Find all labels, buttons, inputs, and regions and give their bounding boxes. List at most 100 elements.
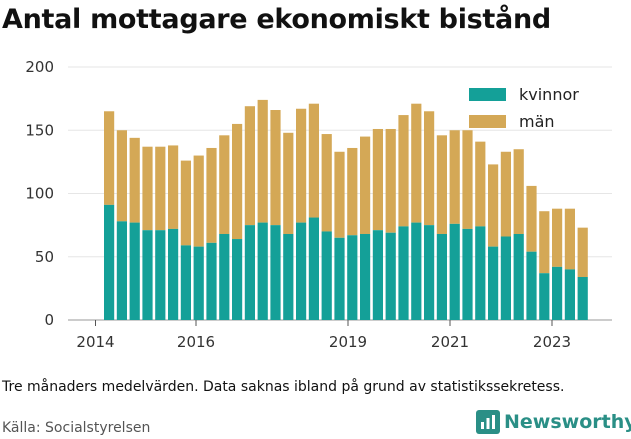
bar-man	[385, 128, 396, 233]
bar-man	[193, 155, 204, 247]
x-tick-label: 2016	[177, 333, 215, 350]
bar-kvinnor	[347, 235, 358, 320]
x-tick-label: 2019	[329, 333, 367, 350]
y-tick-label: 200	[25, 58, 54, 76]
source-label: Källa: Socialstyrelsen	[2, 420, 151, 436]
bar-kvinnor	[564, 269, 575, 320]
bar-kvinnor	[244, 225, 255, 320]
bar-man	[116, 130, 127, 222]
bar-man	[296, 108, 307, 223]
bar-man	[155, 146, 166, 231]
bar-kvinnor	[155, 230, 166, 320]
bar-man	[398, 115, 409, 227]
bar-man	[219, 135, 230, 234]
bar-kvinnor	[180, 245, 191, 320]
bar-kvinnor	[219, 233, 230, 320]
legend-label: kvinnor	[519, 85, 579, 104]
bar-man	[449, 130, 460, 224]
bar-kvinnor	[321, 231, 332, 320]
bar-kvinnor	[449, 223, 460, 320]
bar-man	[321, 134, 332, 232]
bar-man	[564, 208, 575, 270]
bar-man	[308, 103, 319, 218]
bar-kvinnor	[488, 246, 499, 320]
bar-kvinnor	[372, 230, 383, 320]
bar-kvinnor	[539, 273, 550, 320]
chart-note: Tre månaders medelvärden. Data saknas ib…	[2, 379, 565, 395]
bars	[104, 99, 588, 320]
bar-man	[436, 135, 447, 234]
bar-kvinnor	[398, 226, 409, 320]
bar-kvinnor	[513, 233, 524, 320]
bar-man	[372, 128, 383, 231]
bar-kvinnor	[168, 228, 179, 320]
bar-man	[129, 137, 140, 223]
bar-kvinnor	[411, 222, 422, 320]
bar-kvinnor	[360, 233, 371, 320]
y-tick-label: 0	[44, 311, 54, 329]
chart-title: Antal mottagare ekonomiskt bistånd	[2, 4, 551, 35]
bar-man	[488, 164, 499, 247]
bar-man	[360, 136, 371, 234]
bar-man	[500, 151, 511, 237]
legend: kvinnor män	[469, 85, 579, 131]
bar-man	[424, 111, 435, 226]
bar-kvinnor	[475, 226, 486, 320]
y-tick-label: 50	[35, 248, 54, 266]
x-axis: 2014 2016 2019 2021 2023	[76, 320, 571, 350]
bar-kvinnor	[104, 204, 115, 320]
bar-man	[180, 160, 191, 246]
bar-man	[552, 208, 563, 267]
legend-label: män	[519, 112, 555, 131]
bar-kvinnor	[334, 237, 345, 320]
bar-kvinnor	[526, 251, 537, 320]
bar-kvinnor	[232, 239, 243, 320]
bar-kvinnor	[385, 232, 396, 320]
chart-svg: 0 50 100 150 200 2014 2016 2019 2021 2023 kvinno…	[25, 58, 612, 350]
bar-man	[539, 211, 550, 274]
x-tick-label: 2021	[431, 333, 469, 350]
brand-name: Newsworthy	[504, 411, 631, 433]
y-tick-label: 150	[25, 121, 54, 139]
bar-kvinnor	[257, 222, 268, 320]
bar-man	[168, 145, 179, 229]
y-axis: 0 50 100 150 200	[25, 58, 54, 329]
bar-kvinnor	[283, 233, 294, 320]
bar-man	[347, 147, 358, 236]
bar-kvinnor	[462, 228, 473, 320]
bar-kvinnor	[116, 221, 127, 320]
bar-man	[283, 132, 294, 234]
bar-kvinnor	[577, 276, 588, 320]
x-tick-label: 2014	[76, 333, 114, 350]
bar-man	[206, 147, 217, 243]
bar-man	[411, 103, 422, 223]
bar-man	[232, 123, 243, 240]
legend-swatch	[469, 115, 506, 128]
bar-man	[270, 110, 281, 226]
legend-swatch	[469, 88, 506, 101]
bar-man	[462, 130, 473, 229]
bar-kvinnor	[129, 222, 140, 320]
bar-man	[244, 106, 255, 226]
bar-chart-icon	[476, 410, 500, 434]
bar-kvinnor	[424, 225, 435, 320]
bar-man	[526, 185, 537, 252]
brand-logo[interactable]: Newsworthy	[476, 410, 631, 434]
bar-kvinnor	[500, 236, 511, 320]
bar-kvinnor	[206, 242, 217, 320]
bar-man	[257, 99, 268, 223]
bar-kvinnor	[308, 217, 319, 320]
bar-kvinnor	[142, 230, 153, 320]
y-tick-label: 100	[25, 185, 54, 203]
bar-kvinnor	[552, 266, 563, 320]
bar-kvinnor	[436, 233, 447, 320]
bar-man	[475, 141, 486, 227]
bar-man	[513, 149, 524, 234]
bar-man	[142, 146, 153, 231]
bar-kvinnor	[270, 225, 281, 320]
bar-kvinnor	[296, 222, 307, 320]
bar-man	[577, 227, 588, 277]
bar-man	[104, 111, 115, 205]
bar-man	[334, 151, 345, 238]
bar-kvinnor	[193, 246, 204, 320]
